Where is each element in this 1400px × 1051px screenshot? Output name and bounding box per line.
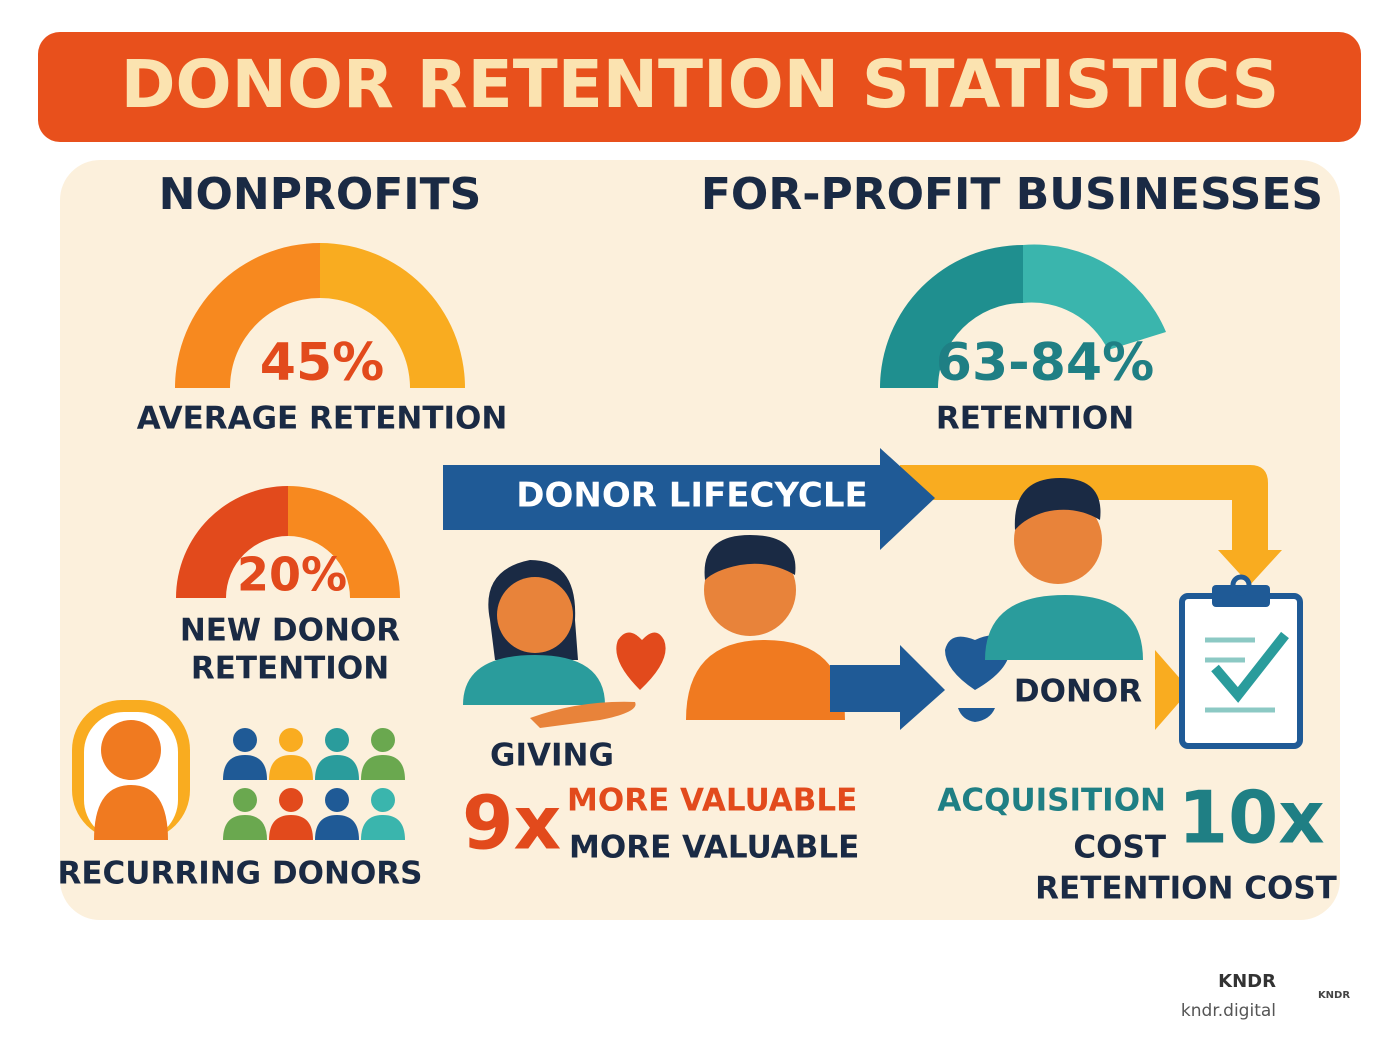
people-grid-part bbox=[279, 728, 303, 752]
multiplier-line: MORE VALUABLE bbox=[569, 830, 859, 866]
giver-illustration-part bbox=[530, 701, 636, 728]
people-grid-part bbox=[223, 815, 267, 840]
donor-icon-part bbox=[94, 785, 168, 840]
multiplier: 9x bbox=[462, 781, 561, 867]
multiplier-line: MORE VALUABLE bbox=[567, 783, 857, 819]
cost-line: COST bbox=[1073, 830, 1166, 866]
people-grid-part bbox=[371, 788, 395, 812]
clipboard-icon-part bbox=[1212, 585, 1270, 607]
new-donor-value: 20% bbox=[237, 548, 347, 602]
donor-label: DONOR bbox=[1014, 674, 1142, 710]
people-grid-part bbox=[233, 788, 257, 812]
lifecycle-arrow-part bbox=[443, 448, 935, 550]
people-grid bbox=[223, 728, 405, 840]
brand: KNDR bbox=[1218, 971, 1276, 992]
gauge-part bbox=[288, 486, 400, 598]
donor-illustration-part bbox=[1014, 478, 1101, 530]
gauge-part bbox=[320, 243, 465, 388]
lifecycle-title: DONOR LIFECYCLE bbox=[516, 476, 867, 516]
people-grid-part bbox=[315, 815, 359, 840]
people-grid-part bbox=[269, 755, 313, 780]
clipboard-icon bbox=[1179, 574, 1303, 749]
lifecycle-arrow bbox=[443, 448, 1282, 585]
for-profit-heading: FOR-PROFIT BUSINESSES bbox=[701, 169, 1323, 220]
logo: KNDR bbox=[1318, 990, 1350, 1001]
donor-icon bbox=[72, 700, 190, 840]
flow-arrow-part bbox=[830, 645, 945, 730]
donor-illustration bbox=[985, 478, 1143, 660]
new-donor-label: NEW DONOR bbox=[180, 613, 400, 649]
giver-illustration-part bbox=[497, 577, 573, 653]
clipboard-icon-part bbox=[1211, 631, 1289, 703]
people-grid-part bbox=[279, 788, 303, 812]
clipboard-icon-part bbox=[1205, 637, 1275, 713]
donor-icon-part bbox=[101, 720, 161, 780]
flow-arrow-part bbox=[1155, 650, 1190, 730]
donor-illustration-part bbox=[1014, 496, 1102, 584]
average-value: 45% bbox=[260, 333, 384, 393]
for-profit-label: RETENTION bbox=[936, 401, 1134, 437]
nonprofits-heading: NONPROFITS bbox=[159, 169, 482, 220]
giver-illustration bbox=[463, 560, 666, 728]
title: DONOR RETENTION STATISTICS bbox=[121, 46, 1279, 123]
people-grid-part bbox=[233, 728, 257, 752]
gauge bbox=[175, 243, 465, 388]
people-grid-part bbox=[315, 755, 359, 780]
people-grid-part bbox=[325, 788, 349, 812]
gauge-part bbox=[176, 486, 288, 598]
gauge-part bbox=[1023, 244, 1166, 350]
cost-multiplier: 10x bbox=[1178, 776, 1325, 860]
gauge bbox=[880, 244, 1166, 388]
flow-arrow bbox=[830, 635, 1190, 730]
recurring-label: RECURRING DONORS bbox=[57, 856, 422, 892]
giving-label: GIVING bbox=[490, 738, 614, 774]
people-grid-part bbox=[371, 728, 395, 752]
people-grid-part bbox=[223, 755, 267, 780]
brand-url: kndr.digital bbox=[1181, 1001, 1276, 1021]
for-profit-value: 63-84% bbox=[936, 333, 1154, 393]
flow-arrow-part bbox=[958, 708, 995, 722]
donor-illustration-part bbox=[686, 640, 845, 720]
people-grid-part bbox=[361, 755, 405, 780]
gauge-part bbox=[880, 245, 1023, 388]
clipboard-icon-part bbox=[1230, 574, 1252, 596]
giver-illustration-part bbox=[463, 655, 605, 705]
clipboard-icon-part bbox=[1179, 593, 1303, 749]
cost-label: RETENTION COST bbox=[1035, 871, 1337, 907]
donor-illustration-part bbox=[985, 595, 1143, 660]
lifecycle-arrow-part bbox=[900, 465, 1282, 585]
donor-illustration bbox=[686, 535, 845, 720]
people-grid-part bbox=[361, 815, 405, 840]
gauge bbox=[176, 486, 400, 598]
gauge-part bbox=[175, 243, 320, 388]
title-bar bbox=[38, 32, 1361, 142]
average-label: AVERAGE RETENTION bbox=[137, 401, 508, 437]
cost-line: ACQUISITION bbox=[937, 783, 1166, 819]
footer-area bbox=[0, 930, 1400, 1051]
donor-illustration-part bbox=[704, 535, 796, 580]
giver-illustration-part bbox=[616, 632, 666, 690]
people-grid-part bbox=[269, 815, 313, 840]
people-grid-part bbox=[325, 728, 349, 752]
new-donor-label: RETENTION bbox=[191, 651, 389, 687]
